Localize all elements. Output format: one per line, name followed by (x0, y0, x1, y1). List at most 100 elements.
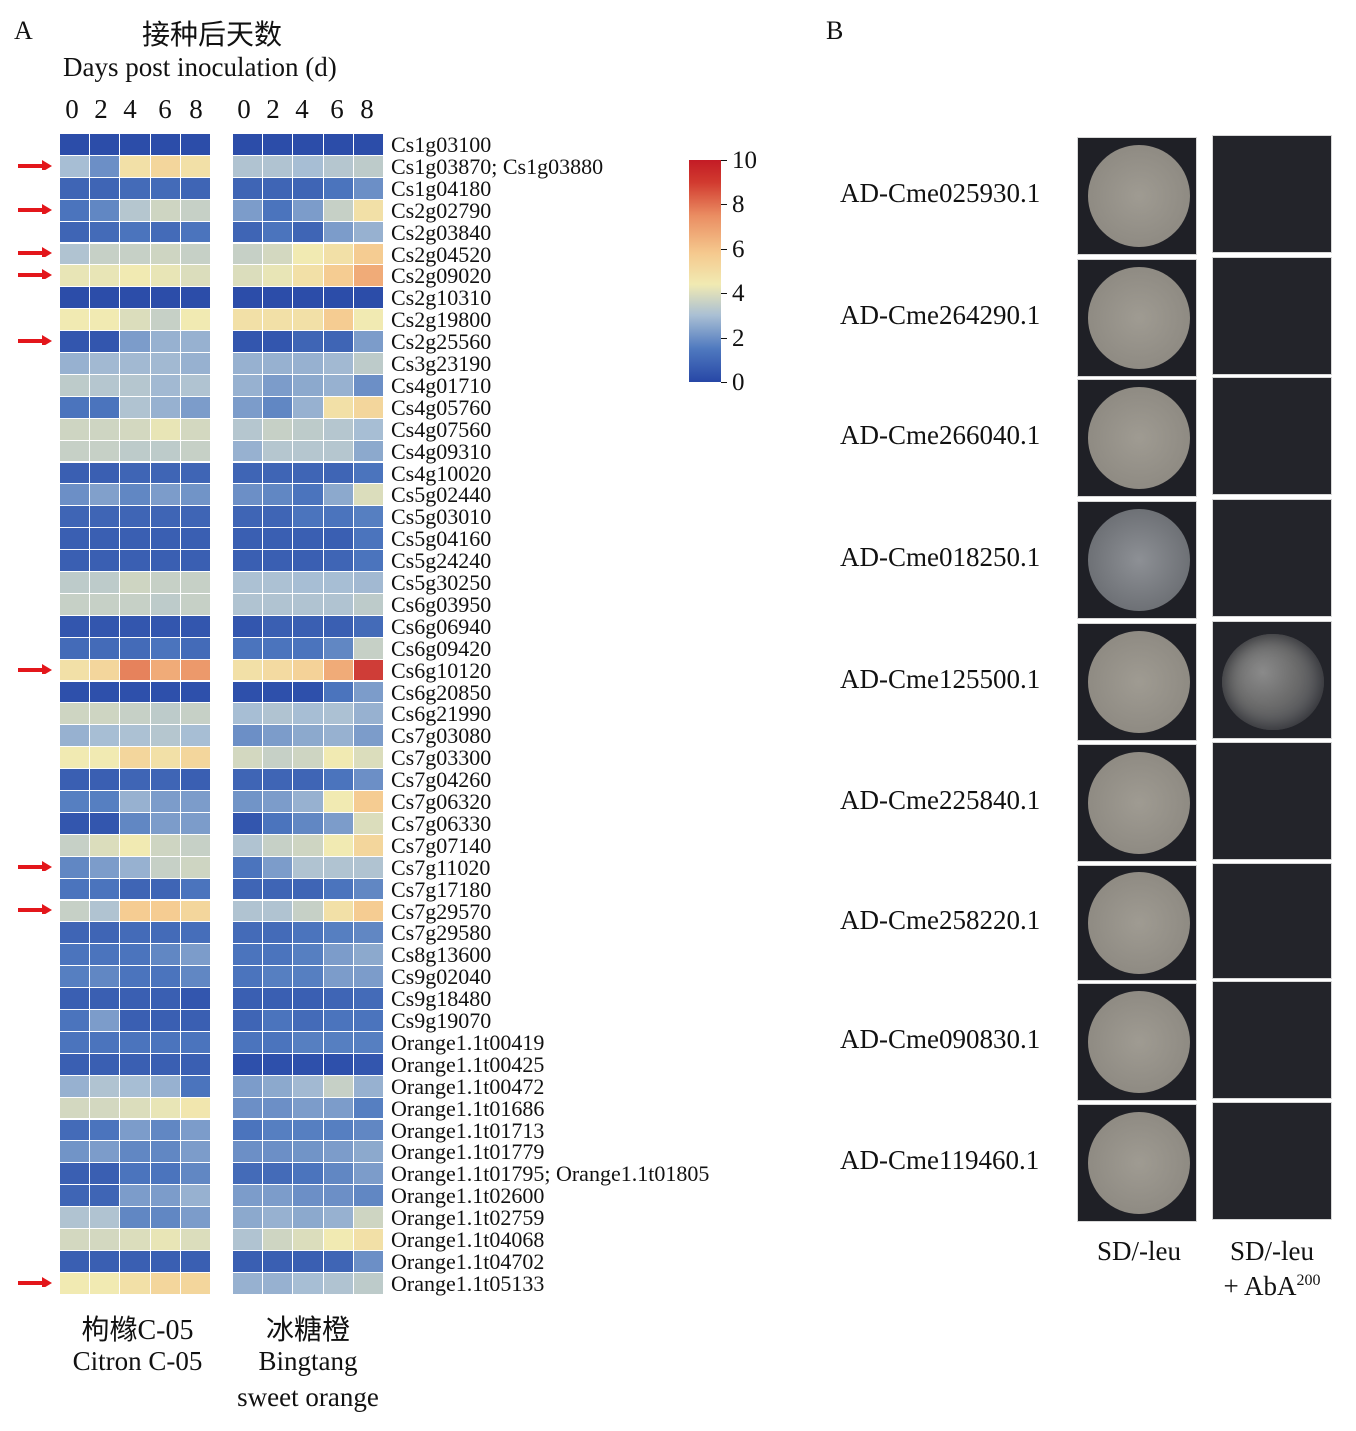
heatmap-cell (89, 877, 121, 901)
heatmap-cell (59, 592, 91, 616)
heatmap-cell (322, 395, 354, 419)
heatmap-cell (352, 549, 384, 572)
heatmap-cell (352, 746, 384, 770)
heatmap-cell (322, 899, 354, 923)
heatmap-cell (119, 592, 151, 616)
gene-label: Cs1g03870; Cs1g03880 (391, 153, 604, 179)
heatmap-cell (89, 833, 121, 857)
heatmap-cell (59, 176, 91, 200)
heatmap-cell (232, 899, 264, 923)
heatmap-cell (119, 899, 151, 923)
heatmap-cell (292, 527, 324, 551)
heatmap-cell (262, 943, 294, 967)
construct-label: AD-Cme090830.1 (840, 1024, 1041, 1054)
heatmap-cell (149, 571, 181, 594)
gene-label: Cs4g10020 (391, 460, 492, 486)
heatmap-cell (59, 1009, 91, 1032)
heatmap-cell (89, 395, 121, 419)
heatmap-cell (352, 1030, 384, 1054)
gene-label: Cs6g09420 (391, 635, 492, 661)
heatmap-cell (119, 636, 151, 660)
plate-sd-leu-aba (1212, 499, 1332, 617)
heatmap-cell (89, 133, 121, 156)
heatmap-cell (119, 943, 151, 967)
gene-label: Orange1.1t00472 (391, 1073, 545, 1099)
heatmap-cell (262, 746, 294, 770)
heatmap-cell (89, 1030, 121, 1054)
heatmap-cell (179, 790, 211, 813)
heatmap-cell (149, 768, 181, 791)
heatmap-cell (119, 1249, 151, 1273)
heatmap-cell (89, 1228, 121, 1251)
heatmap-cell (179, 1249, 211, 1273)
heatmap-cell (149, 242, 181, 266)
heatmap-cell (232, 1118, 264, 1142)
heatmap-cell (352, 571, 384, 594)
heatmap-cell (292, 571, 324, 594)
heatmap-cell (149, 417, 181, 441)
heatmap-cell (89, 286, 121, 310)
heatmap-cell (89, 1096, 121, 1120)
heatmap-cell (322, 702, 354, 726)
heatmap-cell (119, 198, 151, 222)
heatmap-cell (262, 1052, 294, 1076)
gene-label: Cs1g03100 (391, 132, 492, 157)
heatmap-cell (89, 768, 121, 791)
heatmap-cell (352, 877, 384, 901)
heatmap-cell (59, 746, 91, 770)
heatmap-cell (149, 220, 181, 244)
heatmap-cell (352, 921, 384, 945)
gene-label: Cs3g23190 (391, 351, 492, 376)
heatmap-cell (262, 1118, 294, 1142)
red-arrow-icon (18, 663, 52, 674)
heatmap-cell (89, 242, 121, 266)
gene-label: Orange1.1t01779 (391, 1139, 545, 1165)
heatmap-cell (322, 768, 354, 791)
heatmap-cell (59, 439, 91, 463)
heatmap-cell (119, 1052, 151, 1076)
plate-sd-leu (1077, 379, 1197, 497)
heatmap-cell (149, 483, 181, 507)
heatmap-cell (232, 811, 264, 835)
heatmap-cell (119, 154, 151, 178)
heatmap-cell (179, 220, 211, 244)
heatmap-cell (179, 1206, 211, 1229)
heatmap-cell (352, 1206, 384, 1229)
heatmap-cell (232, 549, 264, 572)
heatmap-cell (179, 1271, 211, 1295)
heatmap-cell (292, 417, 324, 441)
heatmap-cell (179, 768, 211, 791)
heatmap-cell (179, 417, 211, 441)
heatmap-cell (232, 1249, 264, 1273)
gene-label: Cs6g20850 (391, 679, 492, 705)
heatmap-cell (262, 811, 294, 835)
heatmap-cell (232, 877, 264, 901)
heatmap-cell (352, 1184, 384, 1208)
gene-label: Orange1.1t04068 (391, 1227, 545, 1252)
heatmap-cell (149, 1009, 181, 1032)
heatmap-cell (179, 242, 211, 266)
plate-sd-leu (1077, 259, 1197, 377)
heatmap-cell (352, 483, 384, 507)
heatmap-cell (292, 154, 324, 178)
heatmap-cell (232, 352, 264, 375)
gene-label: Cs2g25560 (391, 329, 492, 355)
heatmap-cell (232, 483, 264, 507)
heatmap-cell (262, 571, 294, 594)
heatmap-cell (262, 417, 294, 441)
heatmap-cell (179, 571, 211, 594)
heatmap-cell (322, 1184, 354, 1208)
heatmap-cell (292, 373, 324, 397)
heatmap-cell (352, 439, 384, 463)
heatmap-cell (179, 1162, 211, 1186)
heatmap-cell (119, 811, 151, 835)
heatmap-cell (232, 680, 264, 704)
gene-label: Orange1.1t01713 (391, 1117, 545, 1143)
heatmap-cell (59, 395, 91, 419)
heatmap-cell (352, 461, 384, 485)
gene-label: Orange1.1t01795; Orange1.1t01805 (391, 1161, 710, 1187)
heatmap-cell (292, 1249, 324, 1273)
heatmap-cell (322, 352, 354, 375)
heatmap-cell (292, 1140, 324, 1164)
heatmap-cell (292, 286, 324, 310)
